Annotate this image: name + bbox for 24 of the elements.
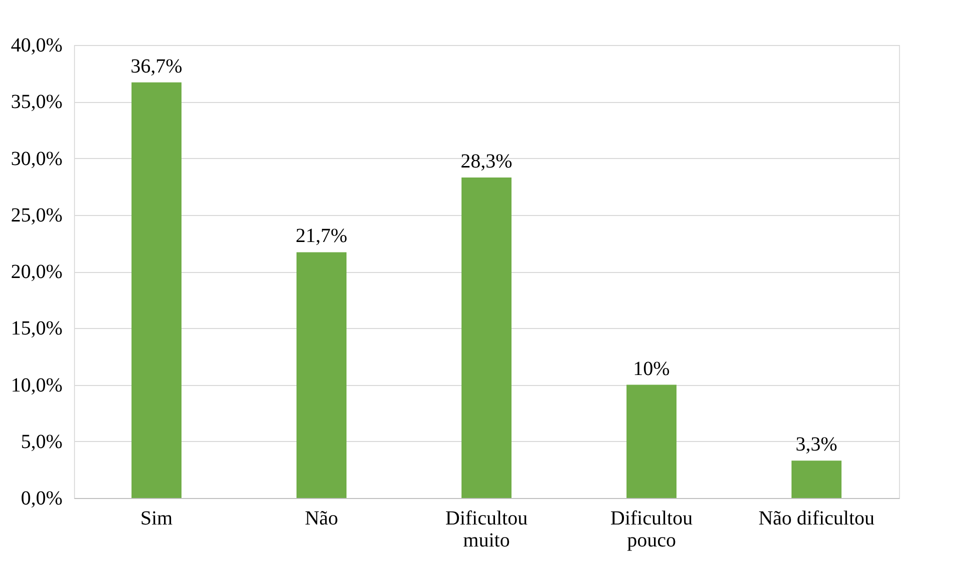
bar xyxy=(462,178,512,498)
data-label: 3,3% xyxy=(796,434,838,456)
y-tick-label: 0,0% xyxy=(20,488,62,510)
y-tick-label: 5,0% xyxy=(20,430,62,453)
data-label: 10% xyxy=(633,358,670,380)
x-tick-label: Não xyxy=(304,508,338,530)
x-tick-label: Sim xyxy=(140,508,174,530)
y-tick-label: 15,0% xyxy=(10,318,62,340)
x-tick-label: Não dificultou xyxy=(758,508,875,530)
y-tick-label: 20,0% xyxy=(10,261,62,283)
y-tick-label: 10,0% xyxy=(10,374,62,396)
x-tick-label: Dificultou pouco xyxy=(610,508,693,552)
bar xyxy=(132,82,182,498)
bar xyxy=(626,384,676,498)
data-label: 28,3% xyxy=(460,150,512,173)
x-tick-label: Dificultou muito xyxy=(445,508,528,552)
bar xyxy=(792,460,842,498)
y-tick-label: 35,0% xyxy=(10,91,62,114)
data-label: 36,7% xyxy=(130,55,182,78)
y-tick-label: 40,0% xyxy=(10,34,62,56)
data-label: 21,7% xyxy=(296,225,348,248)
y-tick-label: 25,0% xyxy=(10,204,62,226)
y-tick-label: 30,0% xyxy=(10,148,62,170)
bar xyxy=(296,252,346,498)
